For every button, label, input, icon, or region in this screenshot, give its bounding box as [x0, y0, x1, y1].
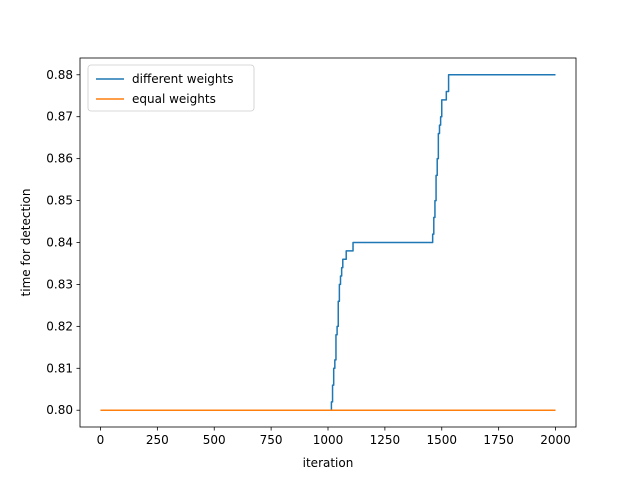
plot-area: [100, 74, 556, 411]
x-tick-label-1: 250: [146, 433, 169, 447]
x-tick-label-6: 1500: [426, 433, 457, 447]
y-tick-label-4: 0.84: [46, 236, 73, 250]
y-tick-label-5: 0.85: [46, 194, 73, 208]
y-tick-label-3: 0.83: [46, 277, 73, 291]
y-tick-label-6: 0.86: [46, 152, 73, 166]
legend: different weights equal weights: [87, 64, 255, 112]
series-line-0: [100, 74, 556, 411]
y-tick-label-8: 0.88: [46, 68, 73, 82]
x-tick-label-5: 1250: [370, 433, 401, 447]
y-axis-label: time for detection: [19, 189, 33, 297]
y-tick-label-0: 0.80: [46, 403, 73, 417]
y-tick-label-2: 0.82: [46, 319, 73, 333]
axes: 0 250 500 750 1000 1250 1500 1750 2000 0.80 0.81 0.…: [46, 57, 577, 447]
y-tick-label-1: 0.81: [46, 361, 73, 375]
x-tick-label-8: 2000: [540, 433, 571, 447]
legend-label-0: different weights: [132, 72, 234, 86]
x-tick-label-7: 1750: [483, 433, 514, 447]
x-axis-label: iteration: [303, 456, 354, 470]
x-tick-label-3: 750: [260, 433, 283, 447]
x-tick-label-2: 500: [203, 433, 226, 447]
x-tick-label-0: 0: [97, 433, 105, 447]
x-tick-label-4: 1000: [313, 433, 344, 447]
y-tick-label-7: 0.87: [46, 110, 73, 124]
legend-box: [87, 64, 255, 112]
legend-label-1: equal weights: [132, 92, 216, 106]
